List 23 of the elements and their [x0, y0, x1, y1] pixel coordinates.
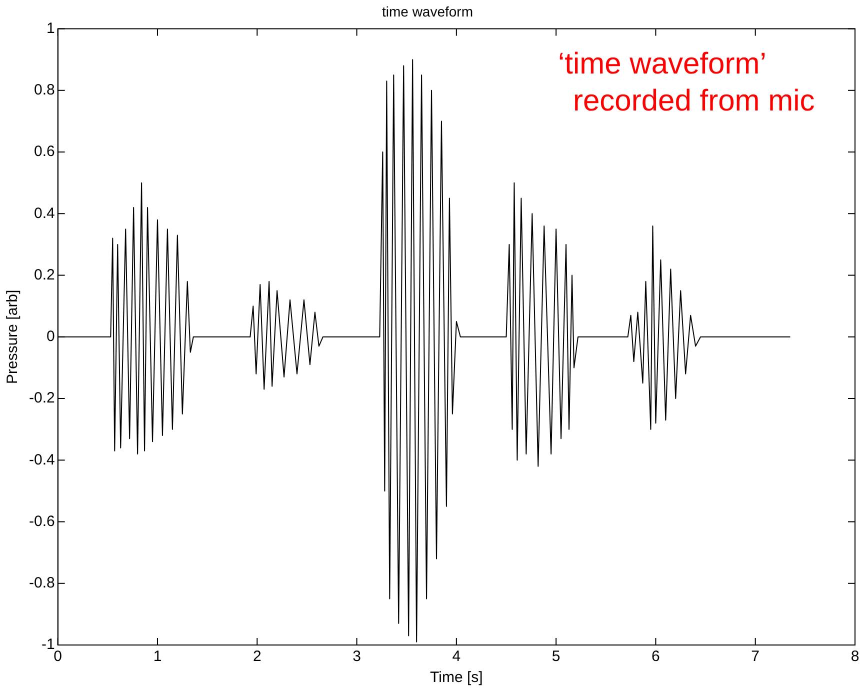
x-tick-label: 3 [352, 648, 361, 666]
chart-title: time waveform [382, 3, 474, 20]
y-tick-label: -0.4 [28, 451, 55, 468]
x-tick-label: 1 [153, 648, 162, 666]
annotation: ‘time waveform’ recorded from mic [558, 47, 815, 118]
y-tick-label: 1 [46, 20, 55, 37]
x-tick-label: 5 [552, 648, 560, 666]
y-tick-label: 0.2 [34, 266, 55, 284]
x-tick-label: 8 [850, 648, 860, 666]
y-axis-title: Pressure [arb] [4, 290, 22, 384]
y-tick-label: -0.8 [28, 574, 55, 592]
x-tick-label: 6 [652, 648, 660, 666]
y-tick-label: -0.6 [28, 512, 55, 530]
y-tick-label: 0 [46, 328, 55, 346]
y-tick-label: -1 [42, 636, 55, 654]
x-tick-label: 2 [252, 648, 262, 666]
y-tick-label: -0.2 [28, 390, 55, 407]
x-tick-label: 7 [751, 648, 760, 666]
y-tick-label: 0.6 [34, 143, 55, 160]
x-axis-title: Time [s] [430, 669, 483, 686]
x-tick-label: 4 [452, 648, 461, 666]
y-tick-label: 0.4 [34, 204, 55, 222]
y-tick-label: 0.8 [34, 82, 55, 99]
